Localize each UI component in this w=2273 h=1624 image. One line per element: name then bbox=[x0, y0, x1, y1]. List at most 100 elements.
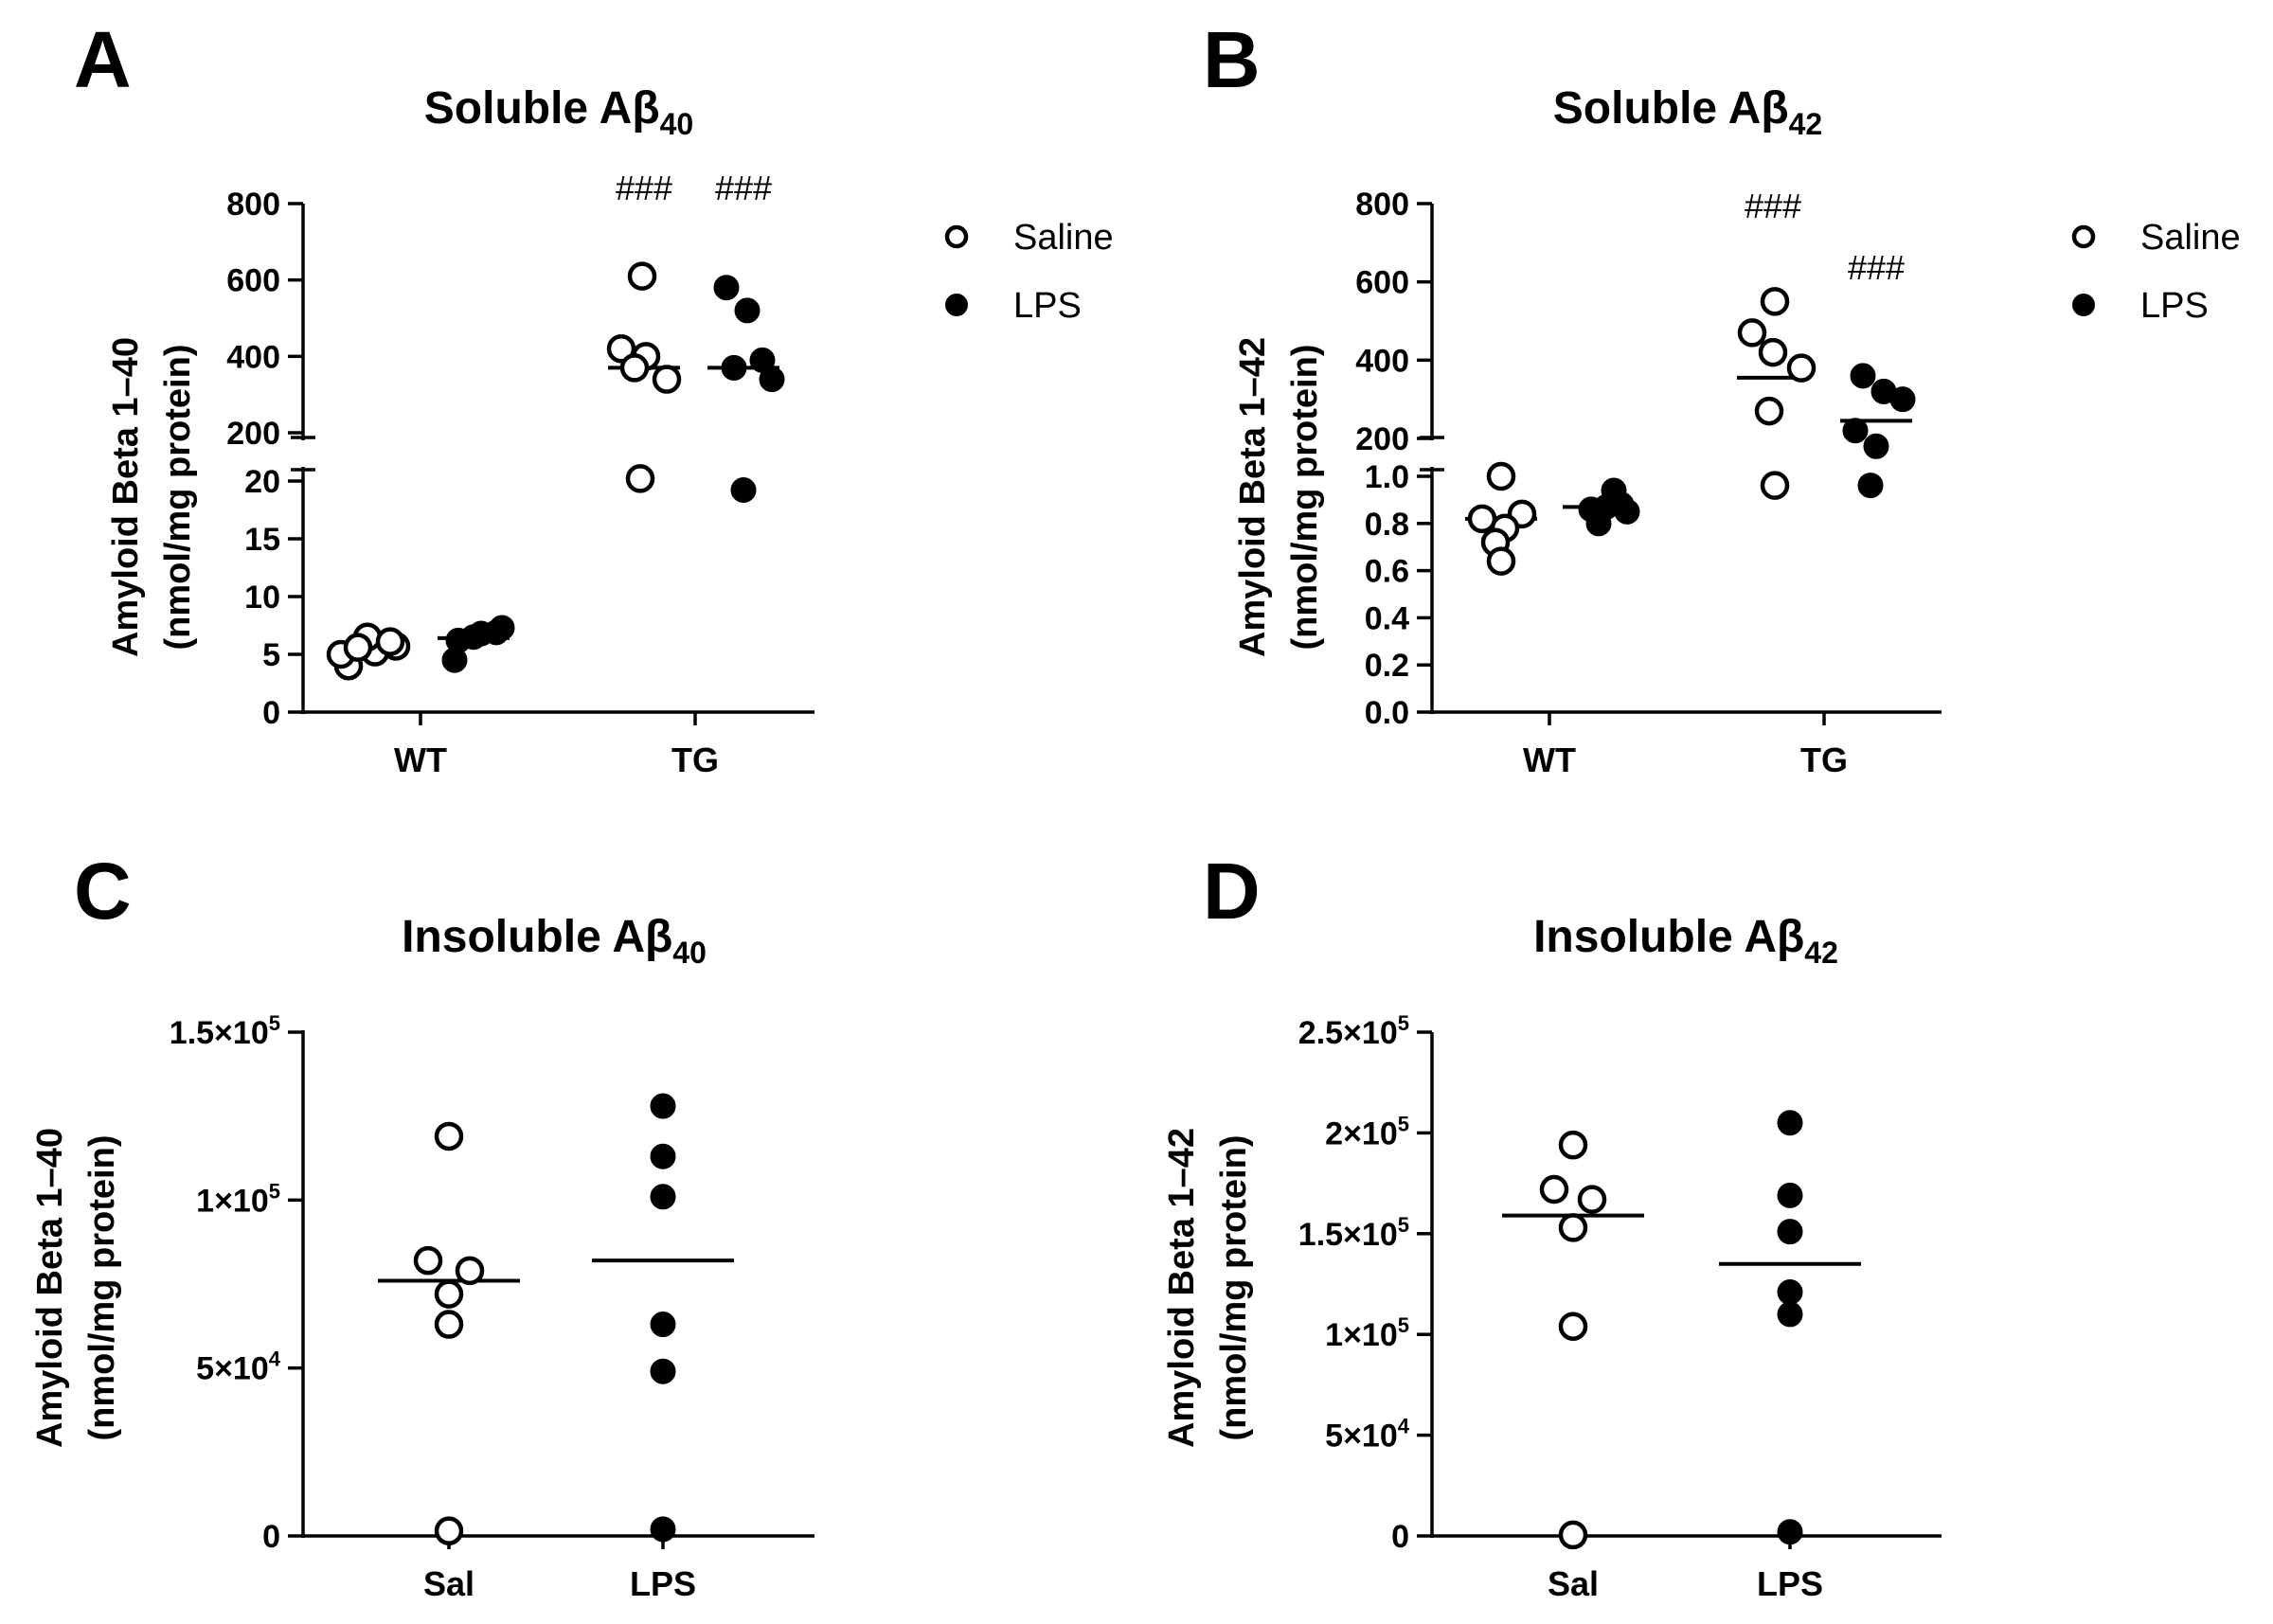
panel-b-lower-tick-label-2: 0.4 bbox=[1365, 600, 1409, 636]
panel-a-legend-lps-marker bbox=[945, 294, 968, 316]
panel-b-point-wt-saline-0 bbox=[1486, 461, 1516, 491]
panel-c-point-lps-4 bbox=[650, 1358, 676, 1384]
panel-d-point-lps-5 bbox=[1777, 1519, 1803, 1545]
panel-d-category-sal: Sal bbox=[1548, 1564, 1599, 1603]
panel-d-ylabel-line2: (nmol/mg protein) bbox=[1214, 1135, 1254, 1441]
panel-a-point-tg-saline-5 bbox=[625, 464, 655, 493]
panel-a-upper-tick-label-0: 200 bbox=[226, 416, 280, 452]
panel-b-point-tg-saline-1 bbox=[1737, 318, 1767, 348]
panel-b-point-tg-saline-2 bbox=[1758, 337, 1788, 367]
panel-b-category-tg: TG bbox=[1800, 741, 1848, 779]
panel-b-lower-tick-label-3: 0.6 bbox=[1365, 554, 1409, 590]
panel-c-point-lps-3 bbox=[650, 1312, 676, 1338]
panel-d-tick-label-3: 1.5×105 bbox=[1298, 1213, 1409, 1253]
panel-b-ylabel-line1: Amyloid Beta 1–42 bbox=[1233, 337, 1273, 657]
panel-a-lower-tick-label-4: 20 bbox=[244, 464, 280, 500]
panel-c-point-sal-1 bbox=[413, 1245, 443, 1276]
panel-d-point-sal-0 bbox=[1558, 1130, 1588, 1160]
panel-a-annotation-tg-saline: ### bbox=[616, 169, 672, 207]
panel-d-category-lps: LPS bbox=[1757, 1564, 1823, 1603]
panel-b-legend-saline: Saline bbox=[2140, 218, 2241, 258]
panel-b-point-tg-lps-3 bbox=[1842, 418, 1869, 444]
panel-b-lower-tick-label-5: 1.0 bbox=[1365, 459, 1409, 495]
panel-b-title: Soluble Aβ42 bbox=[1553, 83, 1822, 141]
panel-d-tick-label-2: 1×105 bbox=[1325, 1313, 1409, 1353]
panel-c-tick-label-3: 1.5×105 bbox=[170, 1011, 280, 1051]
panel-a-point-wt-lps-4 bbox=[483, 619, 510, 646]
panel-d-tick-label-1: 5×104 bbox=[1325, 1415, 1410, 1454]
panel-a-point-tg-saline-1 bbox=[606, 334, 636, 364]
panel-b-legend-lps: LPS bbox=[2140, 286, 2209, 326]
panel-c-ylabel-line1: Amyloid Beta 1–40 bbox=[30, 1128, 70, 1448]
panel-b-point-tg-lps-0 bbox=[1850, 363, 1876, 389]
panel-a-legend-saline: Saline bbox=[1013, 218, 1114, 258]
panel-b-category-wt: WT bbox=[1523, 741, 1576, 779]
panel-c-point-lps-2 bbox=[650, 1184, 676, 1210]
panel-a-point-tg-saline-0 bbox=[627, 261, 657, 291]
panel-d-tick-label-4: 2×105 bbox=[1325, 1112, 1409, 1151]
panel-b-point-tg-lps-4 bbox=[1863, 433, 1889, 459]
panel-d-point-sal-5 bbox=[1558, 1520, 1588, 1550]
panel-b-point-tg-saline-5 bbox=[1760, 471, 1790, 500]
panel-b-lower-tick-label-4: 0.8 bbox=[1365, 507, 1409, 543]
panel-a-annotation-tg-lps: ### bbox=[715, 169, 772, 207]
panel-c-category-sal: Sal bbox=[423, 1564, 474, 1603]
panel-a-point-tg-saline-3 bbox=[652, 365, 682, 394]
panel-d-point-lps-4 bbox=[1777, 1301, 1803, 1328]
panel-b-upper-tick-label-0: 200 bbox=[1355, 421, 1409, 457]
panel-a-point-wt-saline-5 bbox=[375, 627, 405, 656]
panel-b-upper-tick-label-2: 600 bbox=[1355, 265, 1409, 301]
panel-d-point-sal-3 bbox=[1558, 1213, 1588, 1242]
panel-d-point-sal-4 bbox=[1558, 1312, 1588, 1341]
panel-b-annotation-tg-lps: ### bbox=[1848, 248, 1905, 287]
panel-d-ylabel-line1: Amyloid Beta 1–42 bbox=[1162, 1128, 1202, 1448]
panel-b-point-wt-saline-5 bbox=[1486, 546, 1516, 576]
panel-b-point-wt-lps-5 bbox=[1585, 510, 1612, 537]
panel-b: B Soluble Aβ42 Amyloid Beta 1–42 (nmol/m… bbox=[1203, 15, 2241, 779]
panel-c-tick-label-0: 0 bbox=[262, 1519, 280, 1555]
panel-a-upper-tick-label-3: 800 bbox=[226, 187, 280, 223]
panel-d: D Insoluble Aβ42 Amyloid Beta 1–42 (nmol… bbox=[1162, 847, 1942, 1603]
panel-d-point-sal-1 bbox=[1539, 1174, 1569, 1205]
panel-a-lower-tick-label-3: 15 bbox=[244, 522, 280, 558]
panel-b-point-tg-lps-5 bbox=[1857, 473, 1884, 499]
panel-a-point-tg-lps-5 bbox=[730, 477, 757, 503]
panel-b-lower-tick-label-1: 0.2 bbox=[1365, 648, 1409, 684]
panel-a-point-tg-lps-3 bbox=[759, 366, 785, 393]
panel-d-title: Insoluble Aβ42 bbox=[1533, 912, 1838, 970]
panel-c-category-lps: LPS bbox=[630, 1564, 696, 1603]
panel-d-tick-label-0: 0 bbox=[1391, 1519, 1409, 1555]
panel-a-legend-saline-marker bbox=[944, 224, 969, 249]
panel-a-lower-tick-label-1: 5 bbox=[262, 637, 280, 673]
panel-a-point-wt-saline-6 bbox=[343, 633, 373, 662]
panel-a-upper-tick-label-1: 400 bbox=[226, 339, 280, 375]
panel-c-point-lps-5 bbox=[650, 1516, 676, 1543]
panel-c: C Insoluble Aβ40 Amyloid Beta 1–40 (nmol… bbox=[30, 847, 814, 1603]
panel-a-title: Soluble Aβ40 bbox=[424, 83, 693, 141]
panel-c-point-lps-0 bbox=[650, 1093, 676, 1119]
panel-a-ylabel-line2: (nmol/mg protein) bbox=[158, 345, 198, 651]
panel-a-legend: Saline LPS bbox=[944, 218, 1114, 326]
panel-letter-a: A bbox=[74, 15, 132, 104]
panel-a-lower-tick-label-0: 0 bbox=[262, 695, 280, 731]
panel-c-point-lps-1 bbox=[650, 1143, 676, 1169]
panel-a-point-tg-lps-0 bbox=[713, 275, 740, 301]
panel-b-lower-tick-label-0: 0.0 bbox=[1365, 695, 1409, 731]
panel-d-tick-label-5: 2.5×105 bbox=[1298, 1011, 1409, 1051]
panel-b-legend-lps-marker bbox=[2072, 294, 2095, 316]
panel-letter-b: B bbox=[1203, 15, 1261, 104]
panel-d-point-lps-2 bbox=[1777, 1219, 1803, 1245]
panel-b-point-tg-saline-4 bbox=[1754, 396, 1784, 426]
panel-c-point-sal-0 bbox=[434, 1121, 464, 1151]
panel-a-ylabel-line1: Amyloid Beta 1–40 bbox=[106, 337, 146, 657]
panel-b-upper-tick-label-1: 400 bbox=[1355, 343, 1409, 379]
panel-a-legend-lps: LPS bbox=[1013, 286, 1082, 326]
panel-c-title: Insoluble Aβ40 bbox=[402, 912, 707, 970]
panel-c-tick-label-1: 5×104 bbox=[196, 1347, 281, 1387]
panel-b-point-tg-saline-3 bbox=[1786, 353, 1817, 383]
panel-d-point-lps-0 bbox=[1777, 1110, 1803, 1136]
panel-a: A Soluble Aβ40 Amyloid Beta 1–40 (nmol/m… bbox=[74, 15, 1114, 779]
panel-b-point-tg-lps-2 bbox=[1889, 386, 1916, 413]
panel-letter-c: C bbox=[74, 847, 132, 936]
